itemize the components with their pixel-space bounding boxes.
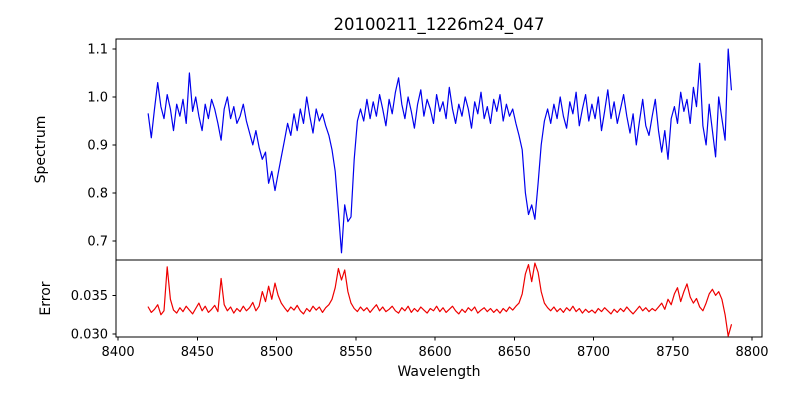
x-tick-label-6: 8700 — [577, 345, 610, 360]
x-tick-label-2: 8500 — [260, 345, 293, 360]
x-tick-labels: 8400 8450 8500 8550 8600 8650 8700 8750 … — [102, 345, 769, 360]
spectrum-y-axis-label: Spectrum — [33, 116, 49, 184]
error-panel — [115, 259, 763, 338]
spectrum-y-tick-label-4: 1.1 — [87, 43, 108, 58]
spectrum-y-tick-label-1: 0.8 — [87, 186, 108, 201]
spectrum-y-tick-label-2: 0.9 — [87, 139, 108, 154]
x-tick-label-1: 8450 — [181, 345, 214, 360]
x-tick-label-3: 8550 — [339, 345, 372, 360]
spectrum-y-tick-label-3: 1.0 — [87, 91, 108, 106]
error-y-tick-label-1: 0.035 — [71, 289, 108, 304]
spectrum-y-tick-label-0: 0.7 — [87, 234, 108, 249]
x-tick-label-5: 8650 — [498, 345, 531, 360]
error-y-tick-label-0: 0.030 — [71, 327, 108, 342]
spectrum-y-tick-labels: 0.7 0.8 0.9 1.0 1.1 — [87, 43, 108, 250]
x-axis-label: Wavelength — [397, 364, 480, 380]
spectrum-y-ticks — [112, 48, 116, 242]
error-polyline — [147, 262, 733, 337]
x-tick-label-0: 8400 — [102, 345, 135, 360]
error-y-ticks — [112, 294, 116, 335]
error-y-tick-labels: 0.030 0.035 — [71, 289, 108, 343]
x-ticks — [117, 337, 753, 341]
x-tick-label-4: 8600 — [419, 345, 452, 360]
chart-title: 20100211_1226m24_047 — [333, 15, 544, 35]
x-tick-label-8: 8800 — [735, 345, 768, 360]
spectrum-panel — [115, 38, 763, 261]
error-y-axis-label: Error — [38, 281, 54, 315]
spectrum-polyline — [147, 48, 733, 254]
x-tick-label-7: 8750 — [656, 345, 689, 360]
